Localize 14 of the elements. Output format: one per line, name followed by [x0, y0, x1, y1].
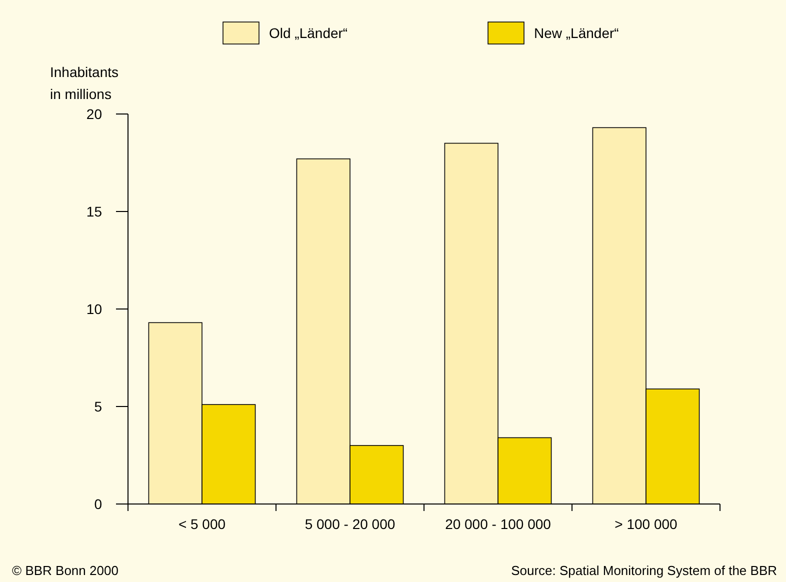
y-tick-label: 5	[94, 398, 102, 414]
y-tick-label: 15	[86, 204, 102, 220]
x-tick-label: 5 000 - 20 000	[304, 516, 396, 532]
y-tick-label: 20	[86, 106, 102, 122]
y-axis-title: Inhabitants in millions	[50, 64, 118, 102]
text: © BBR Bonn 2000	[12, 563, 118, 578]
x-tick-label: 20 000 - 100 000	[445, 516, 552, 532]
legend-label: New „Länder“	[534, 25, 620, 41]
y-tick-label: 10	[86, 301, 102, 317]
source-note: Source: Spatial Monitoring System of the BBR	[511, 563, 777, 578]
y-tick-label: 0	[94, 496, 102, 512]
legend-label: Old „Länder“	[269, 25, 348, 41]
x-tick-label: < 5 000	[178, 516, 226, 532]
x-tick-label: > 100 000	[614, 516, 678, 532]
